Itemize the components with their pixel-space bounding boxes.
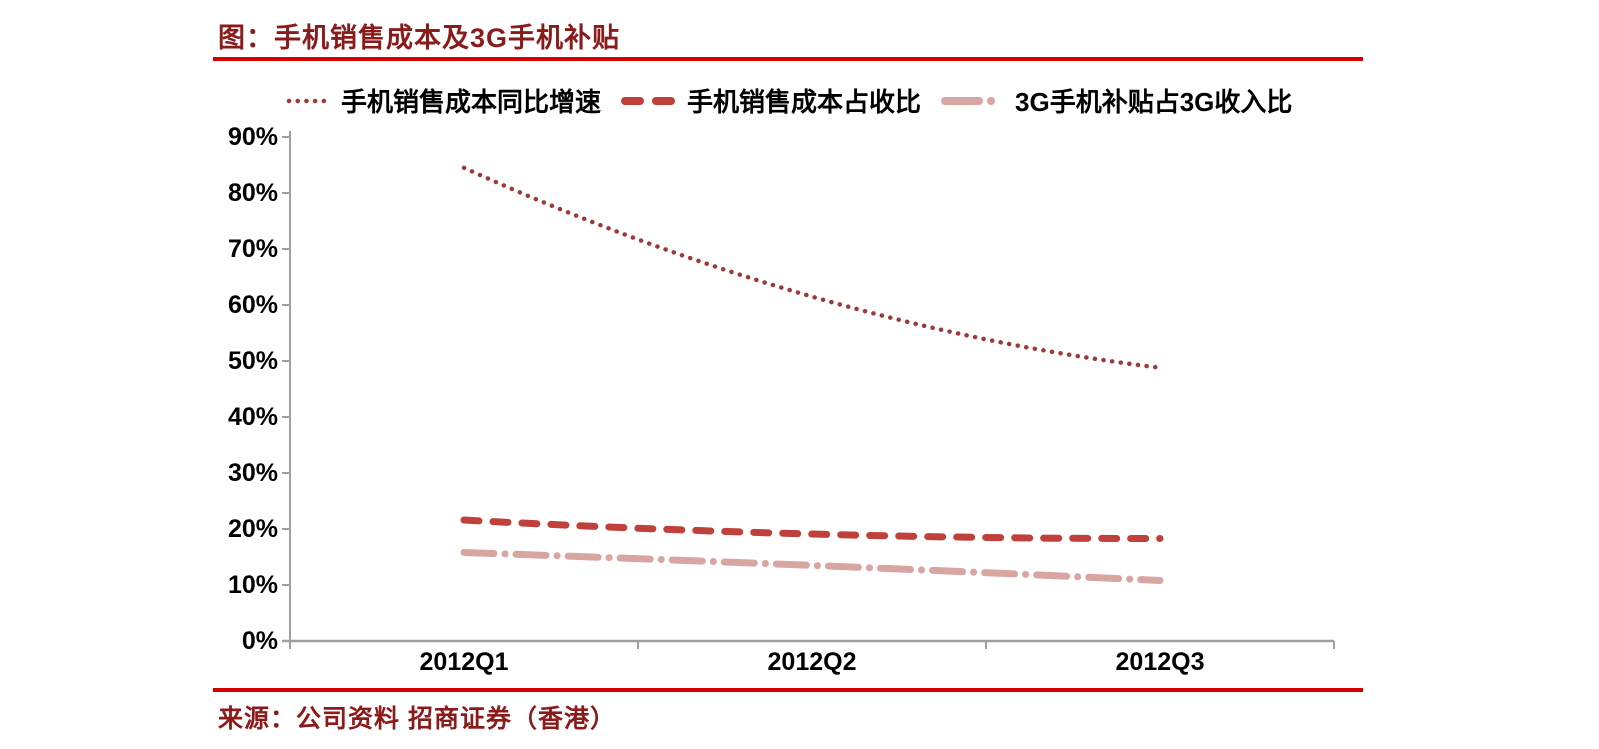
legend-line-sample-0: [286, 98, 332, 103]
y-tick-label: 80%: [227, 179, 278, 207]
series-line-2: [460, 549, 1164, 585]
y-tick-label: 60%: [227, 291, 278, 319]
legend-label-2: 3G手机补贴占3G收入比: [1015, 87, 1293, 117]
x-tick-label: 2012Q3: [1115, 648, 1205, 676]
legend-line-sample-2: [941, 96, 1008, 105]
legend-line-sample-1: [621, 96, 680, 105]
y-tick-label: 20%: [227, 515, 278, 543]
legend-item-1: 手机销售成本占收比: [621, 82, 921, 119]
x-tick-label: 2012Q1: [419, 648, 509, 676]
chart-title: 图：手机销售成本及3G手机补贴: [218, 23, 621, 53]
legend-item-2: 3G手机补贴占3G收入比: [941, 82, 1292, 119]
y-tick-label: 30%: [227, 459, 278, 487]
source-note: 来源：公司资料 招商证券（香港）: [218, 705, 616, 733]
series-line-1: [460, 516, 1164, 543]
y-tick-label: 40%: [227, 403, 278, 431]
y-tick-label: 50%: [227, 347, 278, 375]
series-line-0: [461, 165, 1163, 370]
y-tick-label: 70%: [227, 235, 278, 263]
y-tick-label: 10%: [227, 571, 278, 599]
legend-item-0: 手机销售成本同比增速: [285, 82, 601, 119]
chart-legend: 手机销售成本同比增速 手机销售成本占收比 3G手机补贴占3G收入比: [285, 82, 1292, 119]
bottom-divider-rule: [213, 688, 1363, 692]
x-tick-label: 2012Q2: [767, 648, 857, 676]
y-tick-label: 0%: [241, 627, 278, 655]
legend-label-1: 手机销售成本占收比: [687, 87, 922, 117]
legend-label-0: 手机销售成本同比增速: [341, 87, 602, 117]
y-tick-label: 90%: [227, 123, 278, 151]
top-divider-rule: [213, 57, 1363, 61]
